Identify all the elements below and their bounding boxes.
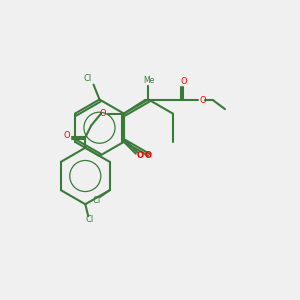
Text: Me: Me: [143, 76, 154, 85]
Text: O: O: [137, 151, 144, 160]
Text: O: O: [63, 131, 70, 140]
Text: O: O: [180, 77, 187, 86]
Text: O: O: [100, 109, 106, 118]
Text: O: O: [200, 96, 206, 105]
Text: O: O: [145, 152, 152, 160]
Text: Cl: Cl: [85, 215, 94, 224]
Text: Cl: Cl: [83, 74, 92, 83]
Text: Cl: Cl: [92, 196, 100, 205]
